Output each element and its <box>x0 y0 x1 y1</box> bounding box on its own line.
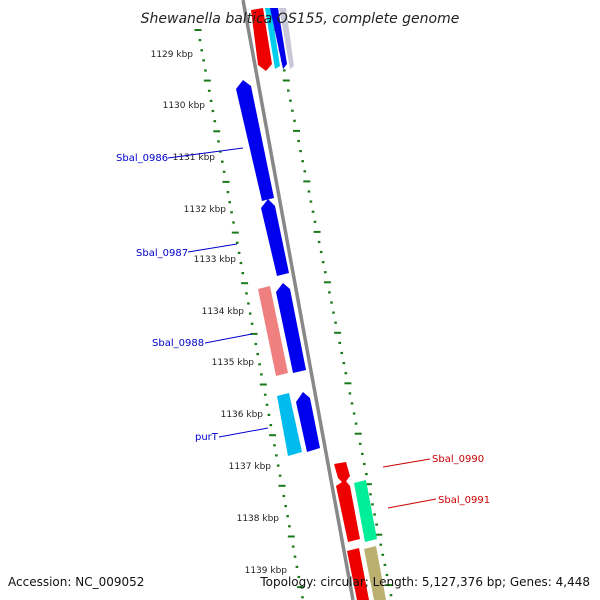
gene-arrow-bottom-red <box>347 548 369 600</box>
kbp-label: 1132 kbp <box>184 205 227 215</box>
gene-arrow-bottom-olive <box>364 546 386 600</box>
gene-label-sbal0990: Sbal_0990 <box>432 454 484 465</box>
leader-line-sbal0991 <box>387 498 437 509</box>
gene-arrow-blue-mid <box>276 283 306 373</box>
gene-arrow-sbal0988 <box>258 286 288 376</box>
gene-label-leaders <box>167 147 437 509</box>
gene-arrow-top-grey <box>279 8 294 69</box>
kbp-label: 1129 kbp <box>151 50 194 60</box>
gene-label-sbal0986: Sbal_0986 <box>116 153 168 164</box>
footer-accession: Accession: NC_009052 <box>8 575 144 589</box>
gene-arrow-blue-low <box>296 392 320 452</box>
gene-arrow-purT <box>277 393 302 456</box>
kbp-label: 1130 kbp <box>163 101 206 111</box>
kbp-label: 1133 kbp <box>194 255 237 265</box>
leader-line-purT <box>218 427 269 438</box>
kbp-labels: 1129 kbp 1130 kbp 1131 kbp 1132 kbp 1133… <box>151 50 288 576</box>
gene-arrow-sbal0991 <box>354 480 377 542</box>
gene-arrow-top-red <box>251 8 272 71</box>
gene-label-purT: purT <box>195 432 219 443</box>
kbp-label: 1135 kbp <box>212 358 255 368</box>
map-title: Shewanella baltica OS155, complete genom… <box>141 11 460 27</box>
gene-label-sbal0991: Sbal_0991 <box>438 495 490 506</box>
ruler-left-ticks <box>194 29 305 599</box>
gene-label-sbal0987: Sbal_0987 <box>136 248 188 259</box>
gene-label-sbal0988: Sbal_0988 <box>152 338 204 349</box>
gene-labels: Sbal_0986 Sbal_0987 Sbal_0988 purT Sbal_… <box>116 153 490 506</box>
kbp-label: 1137 kbp <box>229 462 272 472</box>
gene-track <box>236 8 386 600</box>
footer-summary: Topology: circular; Length: 5,127,376 bp… <box>259 575 590 589</box>
gene-arrow-sbal0987 <box>261 199 289 276</box>
kbp-label: 1139 kbp <box>245 566 288 576</box>
leader-line-sbal0988 <box>204 333 253 344</box>
gene-arrow-red-low <box>336 480 360 542</box>
kbp-label: 1136 kbp <box>221 410 264 420</box>
gene-arrow-top-blue <box>270 8 287 69</box>
kbp-label: 1134 kbp <box>202 307 245 317</box>
gene-arrow-sbal0990 <box>334 462 350 484</box>
leader-line-sbal0990 <box>382 458 431 468</box>
gene-arrow-top-cyan <box>265 8 280 69</box>
gene-arrow-sbal0986 <box>236 80 274 201</box>
genome-backbone <box>241 0 355 600</box>
leader-line-sbal0986 <box>167 147 244 159</box>
kbp-label: 1131 kbp <box>173 153 216 163</box>
kbp-label: 1138 kbp <box>237 514 280 524</box>
leader-line-sbal0987 <box>187 243 238 253</box>
